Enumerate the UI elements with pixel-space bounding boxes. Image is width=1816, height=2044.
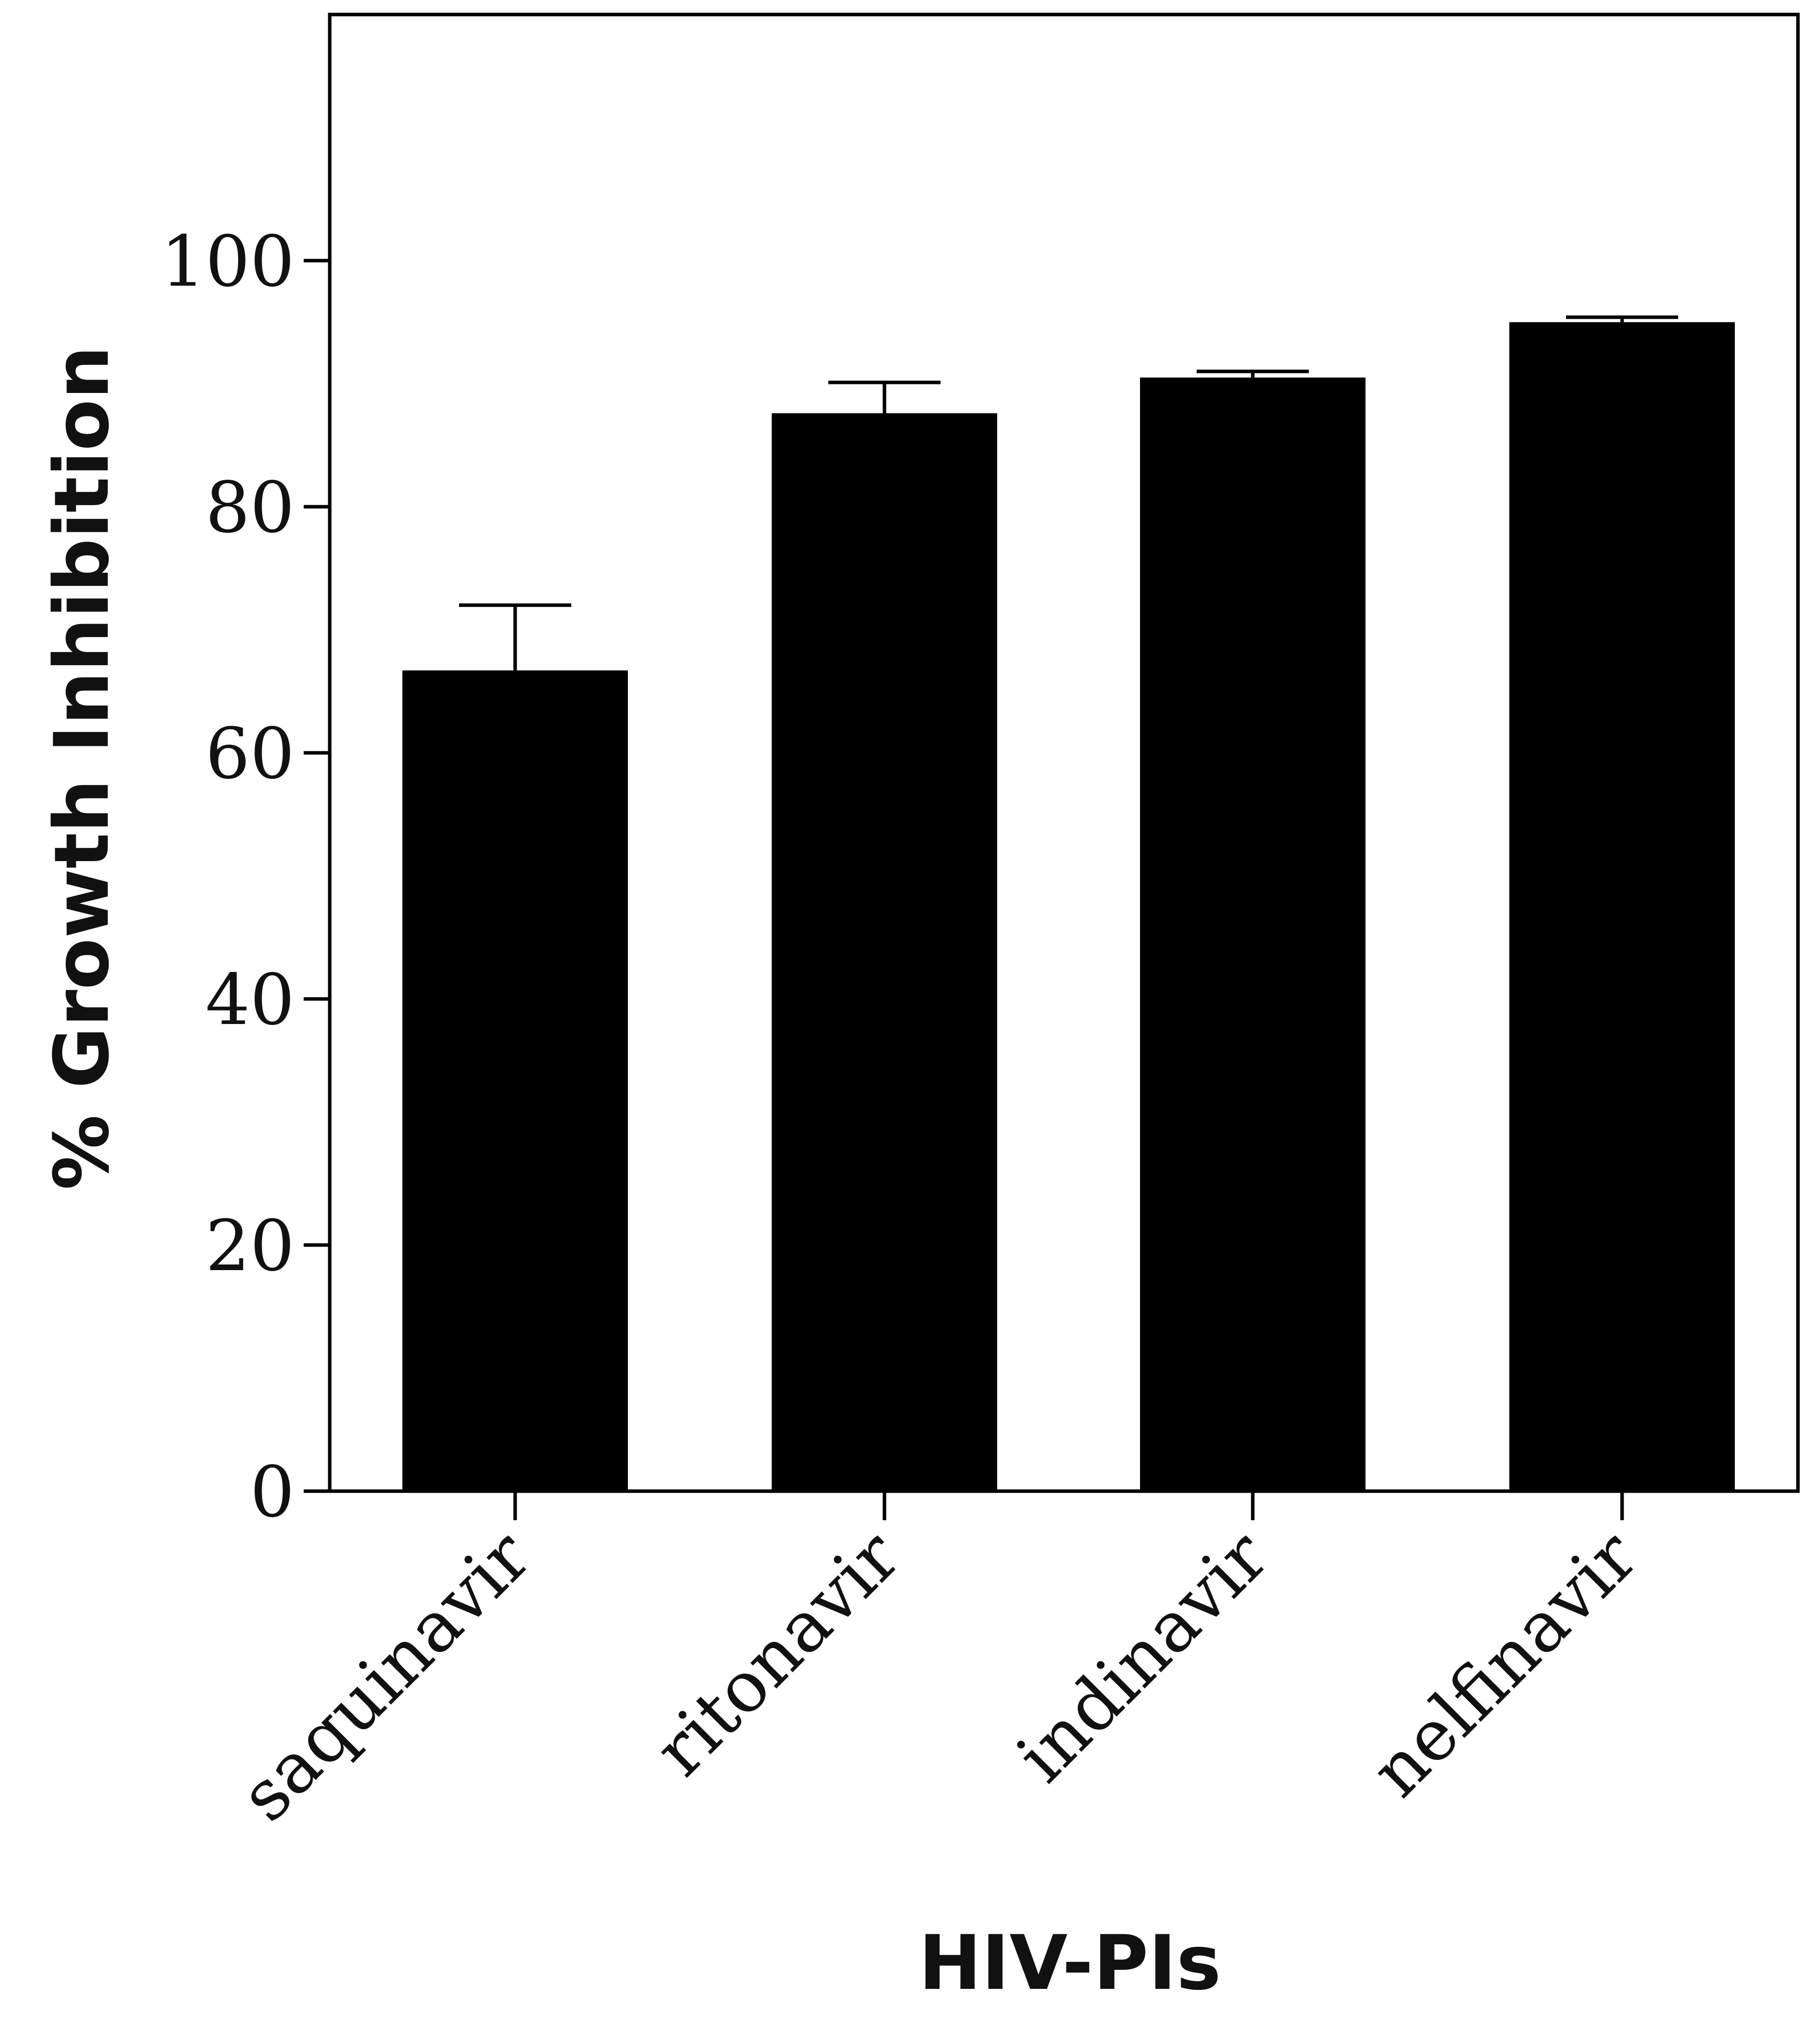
error-bar-saquinavir (459, 603, 571, 671)
y-tick-label-80: 80 (205, 467, 295, 549)
error-bar-nelfinavir (1566, 315, 1678, 322)
bar-saquinavir (402, 670, 628, 1491)
x-tick-label-saquinavir: saquinavir (224, 1516, 546, 1837)
bars-layer (402, 322, 1735, 1492)
x-axis: saquinavir ritonavir indinavir nelfinavir (224, 1491, 1653, 1837)
error-bars-layer (459, 315, 1678, 671)
x-axis-title: HIV-PIs (919, 1920, 1221, 2007)
y-axis: 0 20 40 60 80 100 (161, 221, 330, 1533)
y-tick-label-60: 60 (205, 713, 295, 795)
x-tick-label-indinavir: indinavir (1002, 1516, 1284, 1798)
y-tick-label-40: 40 (205, 959, 295, 1041)
bar-indinavir (1140, 377, 1366, 1491)
x-tick-label-nelfinavir: nelfinavir (1356, 1516, 1653, 1813)
y-tick-label-20: 20 (205, 1205, 295, 1287)
y-tick-label-0: 0 (250, 1452, 295, 1533)
y-axis-title: % Growth Inhibition (39, 346, 126, 1190)
error-bar-ritonavir (828, 380, 941, 414)
x-tick-label-ritonavir: ritonavir (639, 1516, 916, 1792)
y-tick-label-100: 100 (161, 221, 295, 303)
bar-ritonavir (772, 413, 997, 1492)
bar-nelfinavir (1509, 322, 1735, 1491)
error-bar-indinavir (1197, 369, 1309, 378)
